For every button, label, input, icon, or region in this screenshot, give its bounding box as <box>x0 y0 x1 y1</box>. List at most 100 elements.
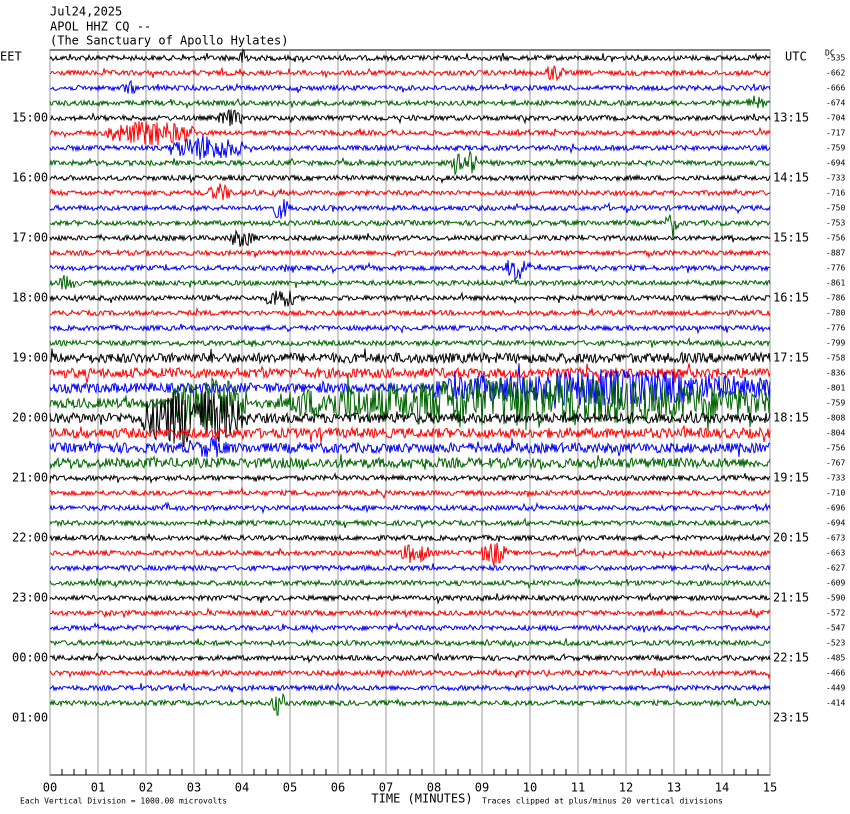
dc-offset: -756 <box>826 234 845 243</box>
dc-offset: -627 <box>826 564 845 573</box>
dc-offset: -609 <box>826 579 845 588</box>
trace <box>50 152 770 175</box>
dc-offset: -733 <box>826 474 845 483</box>
trace <box>50 251 770 258</box>
trace <box>50 694 770 715</box>
dc-offset: -776 <box>826 264 845 273</box>
dc-offset: -694 <box>826 159 845 168</box>
dc-offset: -759 <box>826 399 845 408</box>
trace <box>50 183 770 200</box>
trace <box>50 215 770 240</box>
trace <box>50 593 770 603</box>
left-time-label: 19:00 <box>12 351 48 365</box>
left-time-label: 15:00 <box>12 111 48 125</box>
dc-offset: -887 <box>826 249 845 258</box>
x-tick-label: 04 <box>235 781 249 795</box>
dc-offset: -466 <box>826 669 845 678</box>
trace <box>50 534 770 543</box>
dc-offset: -414 <box>826 699 845 708</box>
trace <box>50 609 770 618</box>
dc-offset: -523 <box>826 639 845 648</box>
dc-offset: -666 <box>826 84 845 93</box>
dc-offset: -733 <box>826 174 845 183</box>
x-tick-label: 06 <box>331 781 345 795</box>
x-tick-label: 12 <box>619 781 633 795</box>
x-tick-label: 07 <box>379 781 393 795</box>
trace <box>50 199 770 219</box>
x-tick-label: 01 <box>91 781 105 795</box>
dc-offset: -663 <box>826 549 845 558</box>
dc-offset: -673 <box>826 534 845 543</box>
trace <box>50 121 770 145</box>
x-tick-label: 02 <box>139 781 153 795</box>
x-tick-label: 00 <box>43 781 57 795</box>
dc-offset: -836 <box>826 369 845 378</box>
dc-offset: -674 <box>826 99 845 108</box>
dc-offset: -756 <box>826 444 845 453</box>
dc-offset: -717 <box>826 129 845 138</box>
dc-offset: -799 <box>826 339 845 348</box>
left-time-label: 18:00 <box>12 291 48 305</box>
trace <box>50 110 770 127</box>
trace <box>50 639 770 647</box>
footer-right: Traces clipped at plus/minus 20 vertical… <box>482 797 723 806</box>
dc-offset: -485 <box>826 654 845 663</box>
dc-offset: -759 <box>826 144 845 153</box>
x-tick-label: 08 <box>427 781 441 795</box>
trace <box>50 563 770 571</box>
left-time-label: 21:00 <box>12 471 48 485</box>
dc-offset: -694 <box>826 519 845 528</box>
right-time-label: 21:15 <box>773 591 809 605</box>
trace <box>50 96 770 108</box>
trace <box>50 438 770 458</box>
trace <box>50 349 770 364</box>
x-tick-label: 13 <box>667 781 681 795</box>
footer-left: Each Vertical Division = 1000.00 microvo… <box>20 797 227 806</box>
dc-offset: -590 <box>826 594 845 603</box>
dc-offset: -716 <box>826 189 845 198</box>
dc-offset: -801 <box>826 384 845 393</box>
right-time-label: 14:15 <box>773 171 809 185</box>
x-tick-label: 14 <box>715 781 729 795</box>
title-line: APOL HHZ CQ -- <box>50 20 151 34</box>
left-time-label: 17:00 <box>12 231 48 245</box>
x-tick-label: 09 <box>475 781 489 795</box>
dc-offset: -808 <box>826 414 845 423</box>
right-time-label: 23:15 <box>773 711 809 725</box>
dc-offset: -753 <box>826 219 845 228</box>
dc-offset: -535 <box>826 54 845 63</box>
trace <box>50 668 770 678</box>
right-time-label: 13:15 <box>773 111 809 125</box>
left-time-label: 20:00 <box>12 411 48 425</box>
left-time-label: 23:00 <box>12 591 48 605</box>
x-tick-label: 15 <box>763 781 777 795</box>
left-zone: EET <box>0 50 22 64</box>
dc-offset: -804 <box>826 429 845 438</box>
left-time-label: 00:00 <box>12 651 48 665</box>
trace <box>50 683 770 692</box>
trace <box>50 473 770 483</box>
left-time-label: 22:00 <box>12 531 48 545</box>
plot-frame <box>50 50 770 775</box>
trace <box>50 309 770 316</box>
trace <box>50 578 770 587</box>
trace <box>50 543 770 566</box>
trace <box>50 81 770 94</box>
right-time-label: 18:15 <box>773 411 809 425</box>
trace <box>50 519 770 528</box>
trace <box>50 503 770 512</box>
dc-offset: -547 <box>826 624 845 633</box>
trace <box>50 654 770 663</box>
title-line: Jul24,2025 <box>50 5 122 19</box>
right-time-label: 22:15 <box>773 651 809 665</box>
trace <box>50 275 770 289</box>
dc-offset: -710 <box>826 489 845 498</box>
helicorder: Jul24,2025 APOL HHZ CQ -- (The Sanctuary… <box>0 0 850 814</box>
trace <box>50 363 770 383</box>
right-time-label: 15:15 <box>773 231 809 245</box>
dc-offset: -758 <box>826 354 845 363</box>
trace <box>50 50 770 63</box>
dc-offset: -767 <box>826 459 845 468</box>
dc-offset: -572 <box>826 609 845 618</box>
x-tick-label: 05 <box>283 781 297 795</box>
